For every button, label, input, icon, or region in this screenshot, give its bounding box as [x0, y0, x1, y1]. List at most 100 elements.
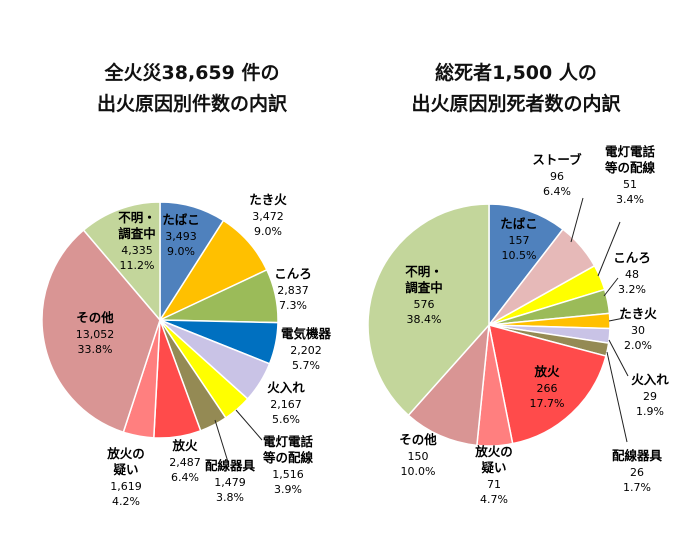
slice-label: こんろ 48 3.2% — [613, 250, 651, 296]
slice-percent: 3.9% — [274, 483, 302, 496]
slice-label: たき火 30 2.0% — [619, 306, 657, 352]
pie-slice — [367, 203, 490, 417]
slice-percent: 3.2% — [618, 283, 646, 296]
slice-value: 96 — [550, 170, 564, 183]
chart-title-line: 総死者1,500 人の — [435, 62, 597, 84]
slice-value: 266 — [537, 382, 558, 395]
slice-percent: 6.4% — [543, 185, 571, 198]
slice-value: 13,052 — [76, 328, 115, 341]
slice-name: 疑い — [113, 462, 138, 477]
slice-percent: 9.0% — [254, 225, 282, 238]
slice-label: 電灯電話等の配線 1,516 3.9% — [262, 434, 314, 496]
slice-name: たばこ — [500, 216, 538, 231]
slice-percent: 4.2% — [112, 495, 140, 508]
slice-name: 電灯電話 — [263, 434, 314, 449]
slice-percent: 33.8% — [78, 343, 113, 356]
pie-slice — [488, 203, 565, 328]
chart-title-deaths: 総死者1,500 人の 出火原因別死者数の内訳 — [356, 58, 676, 120]
slice-name: 電気機器 — [281, 326, 332, 341]
slice-name: 不明・ — [405, 264, 443, 279]
slice-value: 30 — [631, 324, 645, 337]
chart-title-fires: 全火災38,659 件の 出火原因別件数の内訳 — [32, 58, 352, 120]
slice-name: 火入れ — [267, 380, 305, 395]
pie-slice — [82, 201, 161, 323]
slice-name: こんろ — [274, 266, 312, 281]
slice-name: 疑い — [481, 460, 506, 475]
slice-value: 157 — [509, 234, 530, 247]
slice-value: 1,516 — [272, 468, 304, 481]
slice-label: 電気機器 2,202 5.7% — [281, 326, 332, 372]
slice-name: その他 — [399, 432, 437, 447]
leader-line — [606, 351, 628, 443]
slice-label: その他 150 10.0% — [399, 432, 437, 478]
slice-name: ストーブ — [532, 152, 582, 167]
slice-label: たばこ 157 10.5% — [500, 216, 538, 262]
leader-line — [603, 277, 619, 297]
pie-slice — [407, 322, 490, 447]
slice-percent: 7.3% — [279, 299, 307, 312]
slice-label: たき火 3,472 9.0% — [249, 192, 287, 238]
slice-label: こんろ 2,837 7.3% — [274, 266, 312, 312]
slice-percent: 5.6% — [272, 413, 300, 426]
slice-label: その他 13,052 33.8% — [76, 310, 115, 356]
slice-value: 51 — [623, 178, 637, 191]
slice-label: 放火の疑い 71 4.7% — [474, 444, 513, 506]
slice-name: その他 — [76, 310, 114, 325]
slice-name: こんろ — [613, 250, 651, 265]
slice-value: 150 — [408, 450, 429, 463]
slice-value: 2,487 — [169, 456, 201, 469]
leader-line — [570, 197, 584, 243]
slice-name: 火入れ — [631, 372, 669, 387]
slice-name: 調査中 — [405, 280, 443, 295]
slice-percent: 10.5% — [502, 249, 537, 262]
slice-name: 等の配線 — [604, 160, 656, 175]
slice-percent: 4.7% — [480, 493, 508, 506]
pie-deaths: たばこ 157 10.5% ストーブ 96 6.4% 電灯電話等の配線 51 3.4% こんろ 48… — [367, 144, 669, 506]
pie-fires: たばこ 3,493 9.0% たき火 3,472 9.0% こんろ 2,837 7.3% 電気機器… — [41, 192, 332, 508]
pie-slice — [41, 229, 161, 434]
slice-name: 等の配線 — [262, 450, 314, 465]
slice-name: 不明・ — [118, 210, 156, 225]
slice-label: 不明・調査中 4,335 11.2% — [118, 210, 156, 272]
slice-label: 放火の疑い 1,619 4.2% — [106, 446, 145, 508]
slice-value: 1,619 — [110, 480, 142, 493]
slice-label: 放火 2,487 6.4% — [169, 438, 201, 484]
slice-label: たばこ 3,493 9.0% — [162, 212, 200, 258]
slice-value: 3,472 — [252, 210, 284, 223]
slice-name: 放火 — [171, 438, 198, 453]
slice-name: たき火 — [619, 306, 657, 321]
leader-line — [235, 409, 263, 441]
slice-name: 放火 — [533, 364, 560, 379]
slice-label: 不明・調査中 576 38.4% — [405, 264, 443, 326]
slice-value: 26 — [630, 466, 644, 479]
pie-slice — [488, 323, 607, 445]
slice-value: 576 — [414, 298, 435, 311]
slice-name: 配線器具 — [612, 448, 663, 463]
slice-value: 29 — [643, 390, 657, 403]
slice-percent: 10.0% — [401, 465, 436, 478]
slice-name: 電灯電話 — [605, 144, 656, 159]
slice-value: 2,167 — [270, 398, 302, 411]
slice-label: 火入れ 2,167 5.6% — [267, 380, 305, 426]
slice-percent: 5.7% — [292, 359, 320, 372]
slice-label: 火入れ 29 1.9% — [631, 372, 669, 418]
slice-value: 71 — [487, 478, 501, 491]
slice-label: 配線器具 26 1.7% — [612, 448, 663, 494]
slice-value: 2,837 — [277, 284, 309, 297]
slice-label: 配線器具 1,479 3.8% — [205, 458, 256, 504]
slice-percent: 3.4% — [616, 193, 644, 206]
leader-line — [608, 317, 625, 322]
leader-line — [214, 419, 229, 463]
leader-line — [597, 221, 621, 277]
chart-title-line: 出火原因別件数の内訳 — [96, 93, 287, 115]
slice-percent: 1.7% — [623, 481, 651, 494]
slice-label: ストーブ 96 6.4% — [532, 152, 582, 198]
slice-name: たき火 — [249, 192, 287, 207]
slice-name: 調査中 — [118, 226, 156, 241]
slice-percent: 1.9% — [636, 405, 664, 418]
slice-percent: 17.7% — [530, 397, 565, 410]
slice-value: 3,493 — [165, 230, 197, 243]
chart-title-line: 出火原因別死者数の内訳 — [411, 93, 621, 115]
slice-value: 48 — [625, 268, 639, 281]
